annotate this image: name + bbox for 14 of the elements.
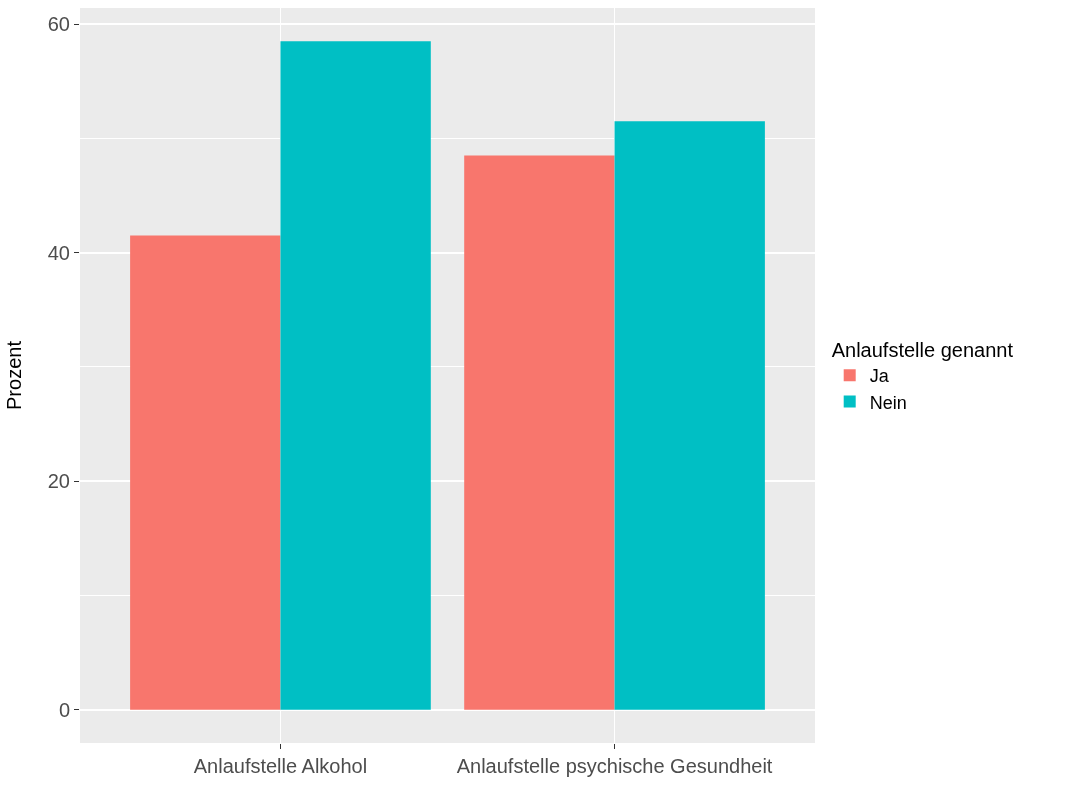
legend-label: Ja	[869, 366, 890, 387]
x-tick-label: Anlaufstelle psychische Gesundheit	[456, 755, 773, 777]
y-tick-label: 0	[58, 698, 70, 721]
bar	[464, 155, 615, 710]
bar	[614, 121, 765, 710]
bar	[130, 235, 281, 710]
legend-label: Nein	[869, 392, 907, 413]
x-tick-label: Anlaufstelle Alkohol	[193, 755, 368, 777]
y-tick-label: 60	[47, 13, 70, 35]
y-tick-label: 40	[47, 241, 70, 264]
y-tick-label: 20	[47, 470, 70, 493]
legend-title: Anlaufstelle genannt	[831, 339, 1014, 361]
bar	[280, 41, 431, 710]
y-axis-title: Prozent	[3, 340, 26, 410]
